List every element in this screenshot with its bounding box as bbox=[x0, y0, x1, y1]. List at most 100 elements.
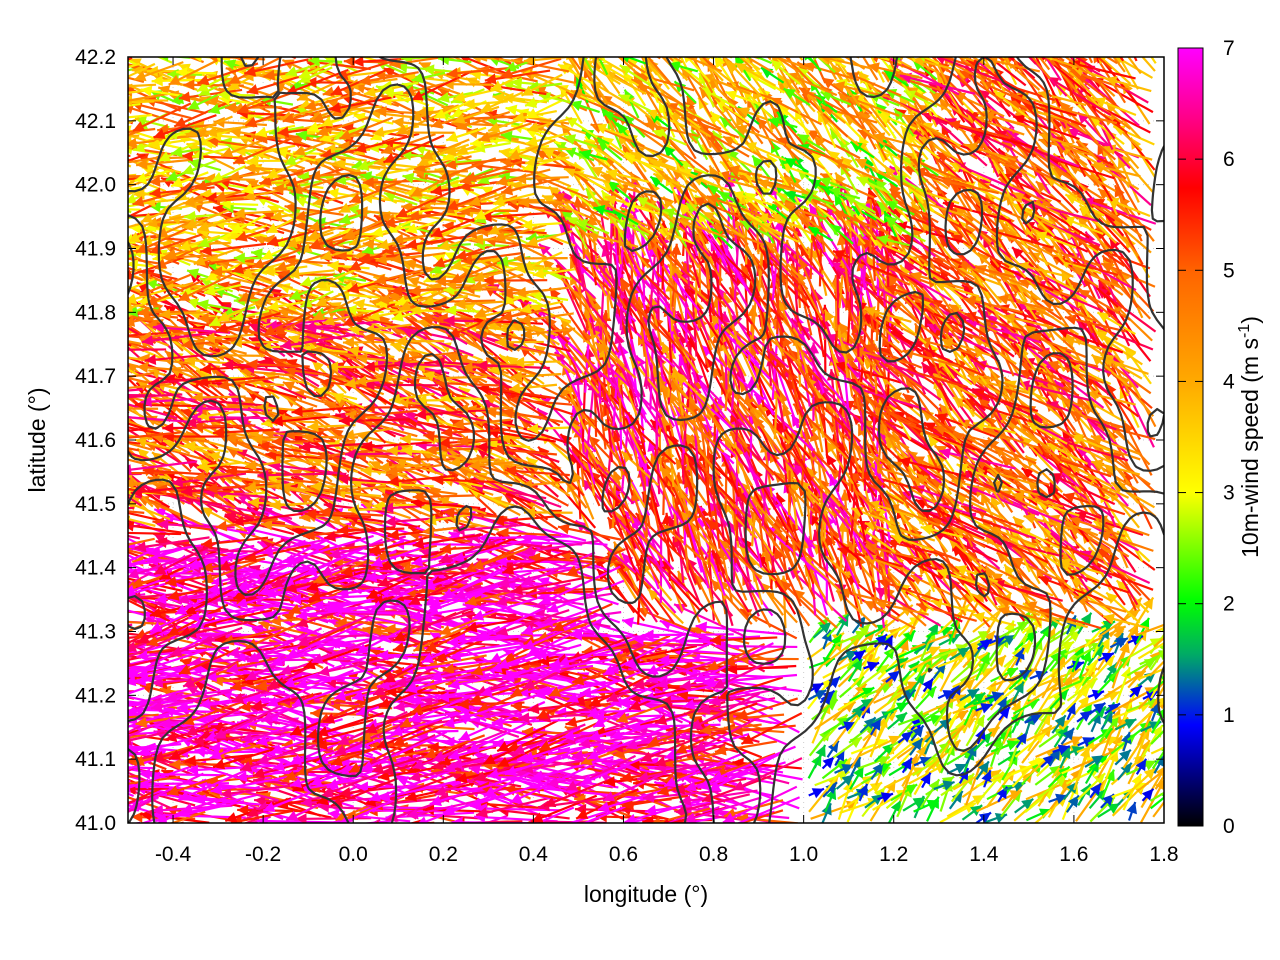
wind-arrow bbox=[1152, 800, 1164, 818]
wind-arrow bbox=[1126, 801, 1137, 821]
wind-arrow bbox=[1121, 731, 1132, 752]
wind-arrow bbox=[429, 777, 512, 807]
wind-arrow bbox=[566, 809, 610, 823]
wind-arrow bbox=[177, 765, 255, 802]
wind-arrow bbox=[128, 614, 129, 616]
wind-arrow bbox=[128, 785, 131, 788]
wind-arrow bbox=[406, 798, 486, 820]
wind-arrow bbox=[1052, 744, 1071, 755]
wind-arrow bbox=[985, 812, 1008, 823]
wind-arrow bbox=[1101, 769, 1115, 799]
wind-arrow bbox=[864, 793, 884, 809]
wind-arrow bbox=[128, 341, 145, 353]
wind-arrow bbox=[933, 780, 955, 791]
wind-arrow bbox=[295, 813, 372, 823]
wind-arrow bbox=[897, 730, 914, 744]
wind-arrow bbox=[1014, 797, 1034, 814]
wind-arrow bbox=[990, 740, 1020, 753]
wind-arrow bbox=[128, 733, 170, 742]
wind-arrow bbox=[212, 746, 280, 770]
wind-arrow bbox=[1136, 768, 1164, 793]
wind-arrow bbox=[128, 675, 141, 678]
wind-arrow bbox=[688, 821, 697, 823]
wind-arrow bbox=[1141, 788, 1155, 802]
wind-arrow bbox=[708, 751, 784, 792]
wind-arrow bbox=[475, 797, 550, 818]
wind-arrow bbox=[1149, 791, 1164, 802]
wind-arrow bbox=[857, 755, 891, 770]
wind-arrow bbox=[128, 610, 145, 614]
wind-arrow bbox=[128, 589, 129, 591]
wind-arrow bbox=[1153, 754, 1164, 774]
wind-arrow bbox=[128, 473, 133, 477]
wind-arrow bbox=[1135, 758, 1148, 775]
wind-arrow bbox=[1089, 782, 1102, 799]
wind-arrow bbox=[63, 330, 127, 352]
wind-arrow bbox=[483, 814, 508, 823]
wind-arrow bbox=[1084, 754, 1105, 768]
wind-arrow bbox=[483, 755, 562, 798]
wind-arrow bbox=[128, 766, 156, 770]
wind-arrows bbox=[61, 57, 1164, 823]
wind-arrow bbox=[965, 714, 986, 747]
wind-arrow bbox=[186, 764, 273, 776]
wind-arrow bbox=[657, 775, 722, 796]
wind-arrow bbox=[821, 756, 835, 770]
wind-arrow bbox=[330, 777, 398, 808]
wind-arrow bbox=[166, 772, 229, 796]
wind-arrow bbox=[1077, 736, 1095, 748]
wind-arrow bbox=[531, 755, 614, 781]
wind-arrow bbox=[128, 286, 131, 290]
wind-arrow bbox=[973, 731, 993, 752]
wind-arrow bbox=[128, 478, 130, 481]
wind-arrow bbox=[1097, 802, 1121, 819]
wind-arrow bbox=[1114, 748, 1132, 766]
wind-arrow bbox=[849, 765, 865, 790]
wind-arrow bbox=[128, 668, 134, 671]
wind-arrow bbox=[128, 786, 182, 804]
wind-arrow bbox=[822, 781, 838, 798]
wind-arrow bbox=[128, 557, 130, 561]
wind-arrow bbox=[1015, 731, 1029, 749]
wind-arrow bbox=[913, 799, 940, 813]
wind-arrow bbox=[128, 277, 129, 280]
wind-arrow bbox=[128, 774, 141, 778]
wind-arrow bbox=[683, 796, 762, 823]
wind-arrow bbox=[128, 394, 156, 397]
wind-arrow bbox=[61, 533, 126, 544]
wind-arrow bbox=[128, 772, 204, 810]
wind-arrow bbox=[910, 724, 925, 742]
wind-arrow bbox=[535, 806, 575, 823]
wind-arrow bbox=[1150, 746, 1164, 755]
wind-arrow bbox=[901, 757, 913, 774]
wind-arrow bbox=[128, 416, 131, 420]
wind-arrow bbox=[1100, 750, 1119, 791]
wind-arrow bbox=[663, 750, 748, 788]
wind-arrow bbox=[1154, 773, 1164, 790]
wind-arrow bbox=[1116, 762, 1133, 781]
wind-arrow bbox=[128, 796, 160, 810]
wind-arrow bbox=[543, 777, 613, 808]
wind-arrow bbox=[673, 603, 747, 639]
wind-arrow bbox=[1060, 727, 1075, 745]
wind-arrow bbox=[1027, 713, 1052, 752]
wind-arrow bbox=[965, 744, 978, 765]
wind-arrow bbox=[348, 741, 409, 774]
wind-arrow bbox=[975, 760, 990, 781]
wind-arrow bbox=[857, 783, 869, 802]
wind-arrow bbox=[1059, 746, 1071, 769]
wind-arrow bbox=[714, 740, 778, 756]
wind-arrow bbox=[132, 745, 194, 767]
wind-arrow bbox=[902, 796, 926, 812]
wind-arrow bbox=[654, 743, 726, 767]
wind-arrow bbox=[887, 799, 902, 823]
wind-arrow bbox=[252, 756, 324, 779]
wind-arrow bbox=[834, 763, 854, 775]
wind-arrow bbox=[808, 787, 825, 799]
wind-arrow bbox=[961, 804, 983, 821]
wind-arrow bbox=[326, 757, 409, 789]
wind-arrow bbox=[909, 737, 924, 756]
wind-arrow bbox=[178, 821, 184, 823]
wind-arrow bbox=[1025, 808, 1052, 822]
